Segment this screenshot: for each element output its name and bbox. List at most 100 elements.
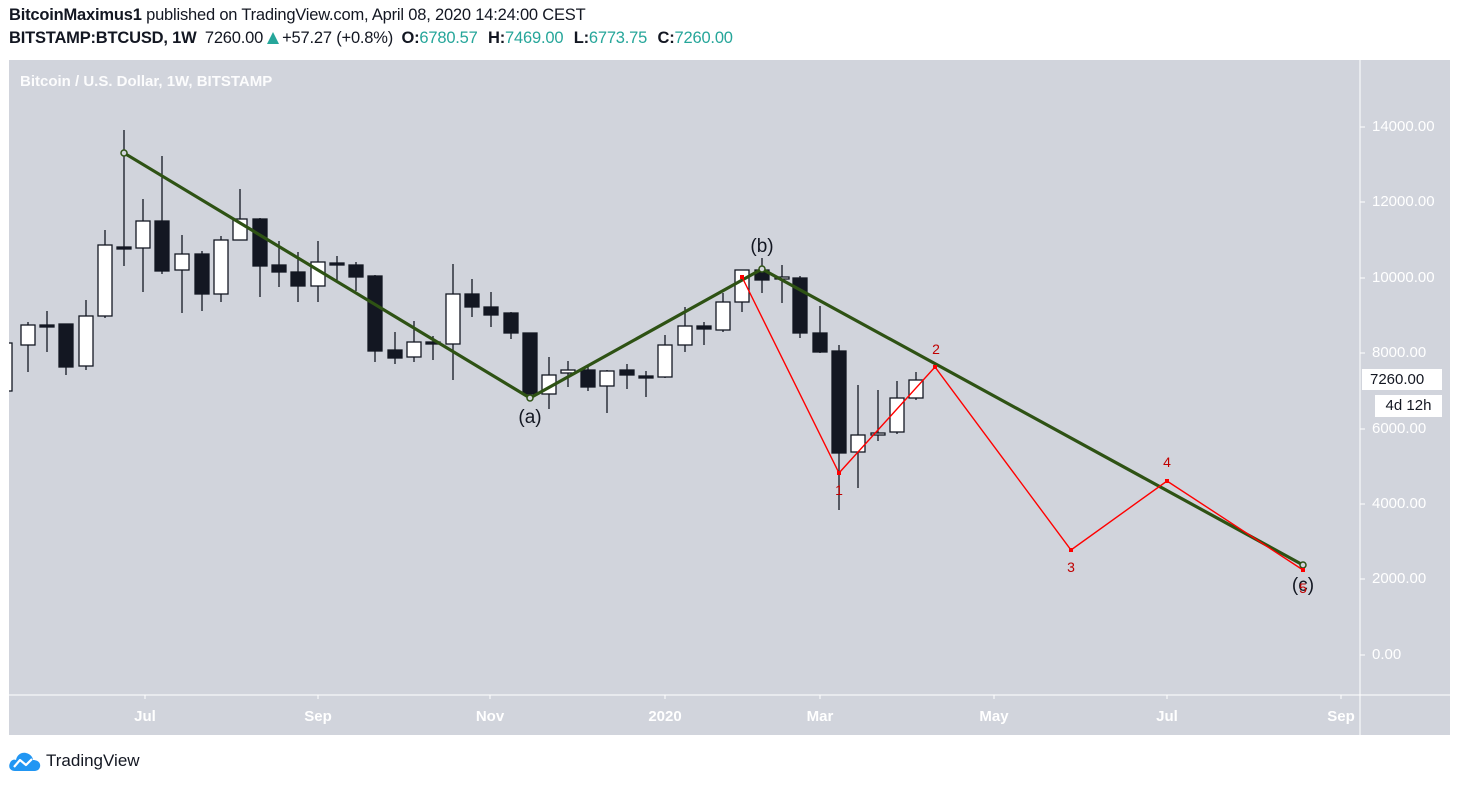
impulse-anchor-handle[interactable] [1165,479,1169,483]
sub-wave-label: 2 [932,341,940,357]
y-axis-label: 8000.00 [1372,344,1427,361]
candle [870,390,886,441]
sub-wave-label: 3 [1067,559,1075,575]
sub-wave-label: 1 [835,482,843,498]
x-axis-label: Nov [475,708,505,725]
low-value: 6773.75 [588,29,648,47]
candle [97,230,113,318]
candle [367,275,383,362]
y-axis-label: 10000.00 [1372,269,1435,286]
high-value: 7469.00 [505,29,564,47]
candle [580,367,596,391]
wave-label: (b) [750,236,774,257]
candle [174,235,190,313]
candle [445,264,461,380]
chart-axes [9,60,1450,735]
candle [657,335,673,378]
current-price-label: 7260.00 [1362,369,1442,390]
candle-countdown: 4d 12h [1375,395,1442,417]
candle [290,252,306,302]
brand-name: TradingView [46,751,140,770]
sub-wave-label: 5 [1299,580,1307,596]
tradingview-logo[interactable]: TradingView [8,750,140,772]
wave-label: (a) [518,407,542,428]
y-axis-ticks [1360,126,1365,656]
publish-info: BitcoinMaximus1 published on TradingView… [9,6,586,25]
impulse-anchor-handle[interactable] [1069,548,1073,552]
x-axis-label: Sep [1327,708,1355,725]
tradingview-cloud-icon [9,752,41,771]
candle [58,323,74,375]
high-label: H: [488,29,506,47]
sub-wave-label: 4 [1163,454,1171,470]
price-change: +57.27 (+0.8%) [282,29,394,47]
y-axis-label: 12000.00 [1372,193,1435,210]
candle [677,307,693,352]
wave-label: (c) [1291,575,1315,596]
chart-subtitle: Bitcoin / U.S. Dollar, 1W, BITSTAMP [20,73,273,90]
candle [522,332,538,400]
candle [619,364,635,389]
up-arrow-icon [267,32,280,44]
candle [348,262,364,291]
candle [39,311,55,352]
x-axis-label: Mar [806,708,834,725]
y-axis-label: 2000.00 [1372,570,1427,587]
author-name[interactable]: BitcoinMaximus1 [9,6,142,24]
candle [194,251,210,311]
candle [503,312,519,339]
candle [599,370,615,413]
wave-drawings[interactable] [120,149,1307,572]
publish-text: published on TradingView.com, April 08, … [146,6,586,24]
close-value: 7260.00 [674,29,733,47]
candle [252,218,268,297]
close-label: C: [657,29,675,47]
last-price: 7260.00 [204,29,264,47]
impulse-anchor-handle[interactable] [837,471,841,475]
y-axis-label: 14000.00 [1372,118,1435,135]
candle [135,199,151,292]
candle [232,189,248,241]
impulse-anchor-handle[interactable] [1301,568,1305,572]
symbol-label: BITSTAMP:BTCUSD, 1W [9,29,197,47]
candle [715,293,731,332]
x-axis-label: 2020 [648,708,682,725]
y-axis-label: 0.00 [1372,646,1402,663]
candle [908,372,924,400]
candle [831,345,847,510]
abc-anchor-handle[interactable] [526,394,534,402]
open-label: O: [401,29,420,47]
candle [483,292,499,327]
x-axis-label: Sep [304,708,332,725]
y-axis-label: 6000.00 [1372,420,1427,437]
candle [387,332,403,364]
candle [213,236,229,302]
candle [78,300,94,370]
x-axis-label: Jul [134,708,156,725]
candle [271,241,287,287]
abc-anchor-handle[interactable] [1299,561,1307,569]
open-value: 6780.57 [419,29,478,47]
x-axis-ticks [144,695,1342,699]
candle [638,371,654,397]
candle [464,279,480,317]
symbol-info: BITSTAMP:BTCUSD, 1W 7260.00 +57.27 (+0.8%… [9,29,733,48]
abc-anchor-handle[interactable] [120,149,128,157]
candle [754,258,770,293]
candle [20,322,36,372]
abc-correction-line[interactable] [123,151,1304,567]
candle [850,385,866,488]
impulse-anchor-handle[interactable] [933,365,937,369]
candle [812,306,828,353]
x-axis-label: May [979,708,1009,725]
abc-anchor-handle[interactable] [758,265,766,273]
candlestick-series [0,60,924,735]
candle [329,256,345,280]
candle [696,322,712,345]
low-label: L: [573,29,589,47]
chart-panel[interactable] [9,60,1450,735]
y-axis-label: 4000.00 [1372,495,1427,512]
impulse-anchor-handle[interactable] [740,275,744,279]
impulse-wave-line[interactable] [741,276,1304,571]
